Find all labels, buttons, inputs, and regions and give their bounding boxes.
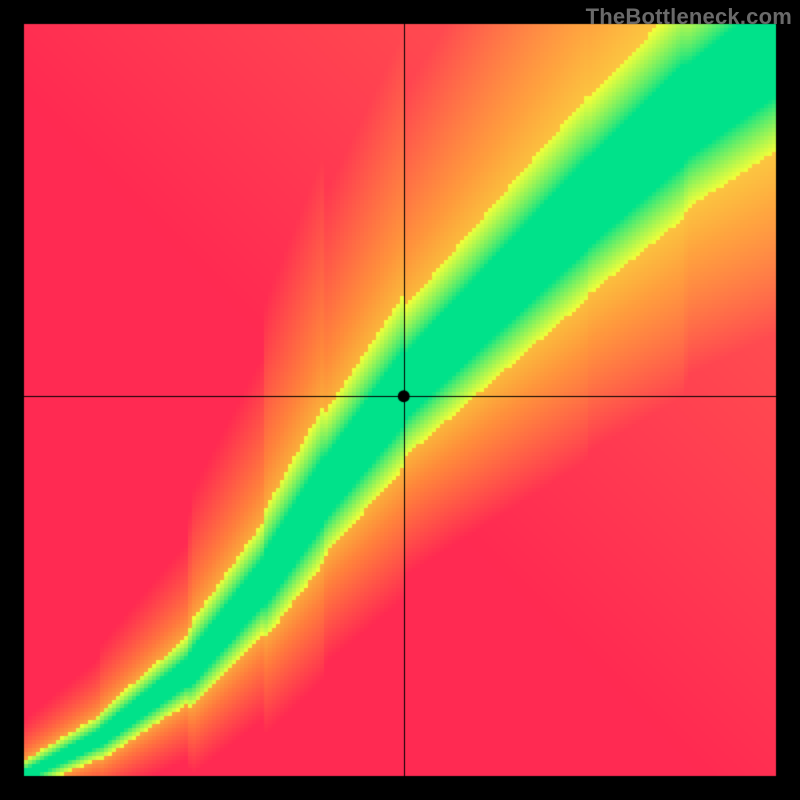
attribution-label: TheBottleneck.com [586, 4, 792, 30]
bottleneck-heatmap [0, 0, 800, 800]
chart-container: TheBottleneck.com [0, 0, 800, 800]
